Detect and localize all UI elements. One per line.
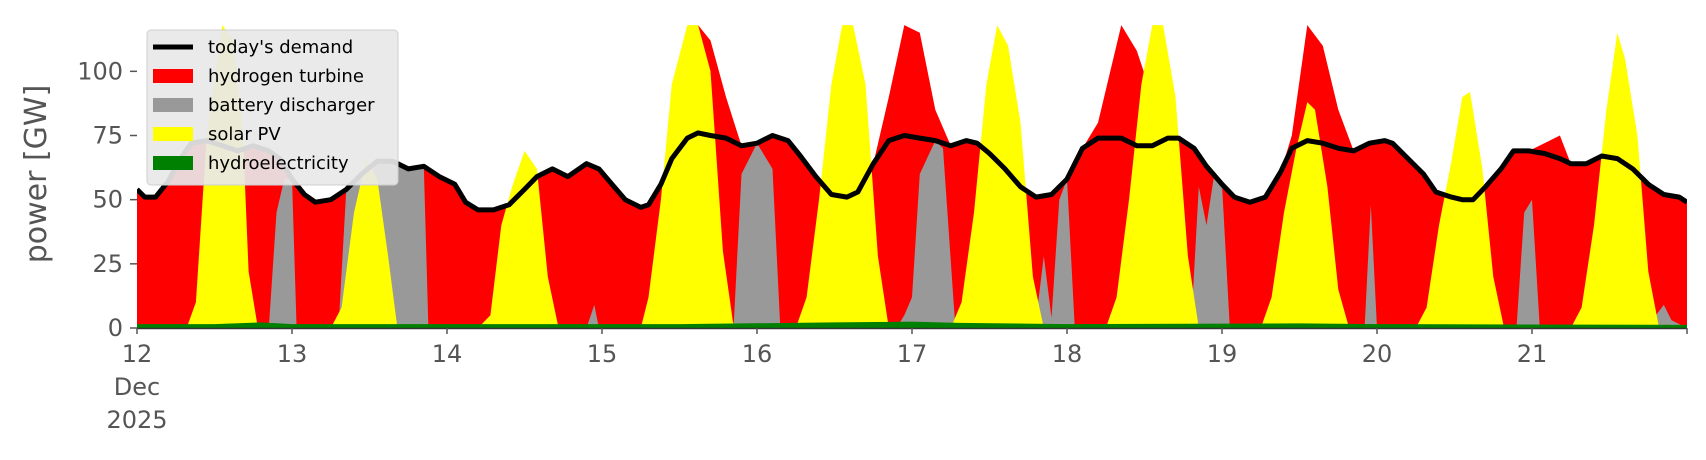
x-tick-label: Dec: [114, 373, 160, 401]
legend-label: hydrogen turbine: [208, 66, 364, 87]
x-tick-label: 17: [897, 340, 928, 368]
x-tick-label: 12: [122, 340, 153, 368]
x-axis: 12 Dec 2025 13 14 15 16 17 18 19 20 21: [106, 327, 1688, 434]
legend-box: [146, 29, 399, 186]
legend-label: today's demand: [208, 37, 353, 58]
legend-swatch: [153, 127, 193, 141]
legend-item-today-s-demand: today's demand: [153, 37, 353, 58]
y-tick-label: 25: [92, 250, 123, 278]
area-hydroelectricity: [137, 321, 1687, 328]
legend-swatch: [153, 69, 193, 83]
x-tick-label: 19: [1207, 340, 1238, 368]
x-tick-label: 14: [432, 340, 463, 368]
y-tick-label: 75: [92, 122, 123, 150]
x-tick-label: 21: [1517, 340, 1548, 368]
y-axis: 0 25 50 75 100: [77, 57, 137, 342]
legend-item-battery-discharger: battery discharger: [153, 95, 375, 116]
area-solar-pv: [137, 25, 1687, 328]
x-tick-label: 20: [1362, 340, 1393, 368]
legend-swatch: [153, 156, 193, 170]
y-tick-label: 0: [108, 314, 123, 342]
legend-item-hydrogen-turbine: hydrogen turbine: [153, 66, 364, 87]
legend: today's demand hydrogen turbine battery di…: [146, 29, 399, 186]
x-tick-label: 13: [277, 340, 308, 368]
y-tick-label: 50: [92, 186, 123, 214]
x-tick-label: 18: [1052, 340, 1083, 368]
x-tick-label: 15: [587, 340, 618, 368]
area-battery-discharger: [137, 140, 1687, 328]
legend-label: solar PV: [208, 124, 281, 145]
y-axis-label: power [GW]: [19, 85, 54, 264]
x-tick-label: 2025: [106, 406, 167, 434]
legend-label: battery discharger: [208, 95, 375, 116]
y-tick-label: 100: [77, 57, 123, 85]
x-tick-label: 16: [742, 340, 773, 368]
legend-label: hydroelectricity: [208, 153, 349, 174]
plot-area: [137, 25, 1687, 328]
legend-item-hydroelectricity: hydroelectricity: [153, 153, 349, 174]
legend-swatch: [153, 98, 193, 112]
legend-item-solar-pv: solar PV: [153, 124, 281, 145]
